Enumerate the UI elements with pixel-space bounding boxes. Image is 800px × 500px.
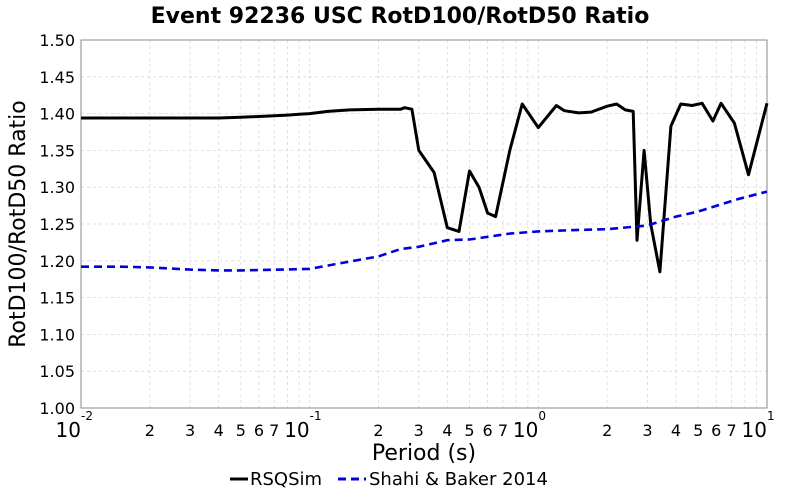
- legend-label: RSQSim: [250, 469, 322, 490]
- y-tick-labels: 1.00 1.05 1.10 1.15 1.20 1.25 1.30 1.35 1.40 1.45…: [39, 31, 75, 418]
- x-major-tick-exponent: -1: [310, 409, 322, 423]
- y-tick-label: 1.15: [39, 289, 75, 308]
- x-minor-tick-label: 4: [214, 421, 224, 440]
- x-minor-tick-label: 4: [671, 421, 681, 440]
- plot-frame: [80, 39, 768, 409]
- x-minor-tick-label: 6: [483, 421, 493, 440]
- x-minor-tick-label: 7: [498, 421, 508, 440]
- x-major-tick-label: 10: [742, 418, 767, 442]
- y-tick-label: 1.40: [39, 105, 75, 124]
- x-major-tick-exponent: 0: [538, 409, 546, 423]
- x-minor-tick-label: 3: [414, 421, 424, 440]
- legend-label: Shahi & Baker 2014: [369, 469, 548, 490]
- series-line-shahi-baker-2014: [81, 190, 768, 272]
- x-minor-tick-label: 2: [602, 421, 612, 440]
- y-tick-label: 1.30: [39, 178, 75, 197]
- x-minor-tick-label: 3: [642, 421, 652, 440]
- x-minor-tick-label: 7: [726, 421, 736, 440]
- legend: RSQSim Shahi & Baker 2014: [230, 469, 548, 490]
- x-minor-tick-label: 5: [693, 421, 703, 440]
- x-minor-tick-label: 2: [373, 421, 383, 440]
- x-major-tick-label: 10: [56, 418, 81, 442]
- y-tick-label: 1.20: [39, 252, 75, 271]
- y-tick-label: 1.45: [39, 68, 75, 87]
- x-major-tick-exponent: 1: [767, 409, 775, 423]
- y-axis-label: RotD100/RotD50 Ratio: [6, 100, 31, 348]
- series-line-rsqsim: [81, 101, 769, 274]
- series-layer: [81, 101, 769, 274]
- chart-title: Event 92236 USC RotD100/RotD50 Ratio: [151, 4, 650, 29]
- x-axis-label: Period (s): [372, 441, 476, 466]
- y-tick-label: 1.00: [39, 399, 75, 418]
- y-tick-label: 1.35: [39, 141, 75, 160]
- y-tick-label: 1.05: [39, 362, 75, 381]
- y-tick-label: 1.50: [39, 31, 75, 50]
- x-minor-tick-label: 6: [254, 421, 264, 440]
- x-minor-tick-label: 4: [442, 421, 452, 440]
- x-minor-tick-label: 5: [236, 421, 246, 440]
- x-major-tick-label: 10: [513, 418, 538, 442]
- x-minor-tick-label: 5: [464, 421, 474, 440]
- x-minor-tick-label: 2: [145, 421, 155, 440]
- x-major-tick-label: 10: [284, 418, 309, 442]
- x-minor-tick-label: 6: [711, 421, 721, 440]
- y-tick-label: 1.25: [39, 215, 75, 234]
- x-major-tick-exponent: -2: [81, 409, 93, 423]
- y-tick-label: 1.10: [39, 325, 75, 344]
- x-minor-tick-label: 3: [185, 421, 195, 440]
- x-minor-tick-label: 7: [269, 421, 279, 440]
